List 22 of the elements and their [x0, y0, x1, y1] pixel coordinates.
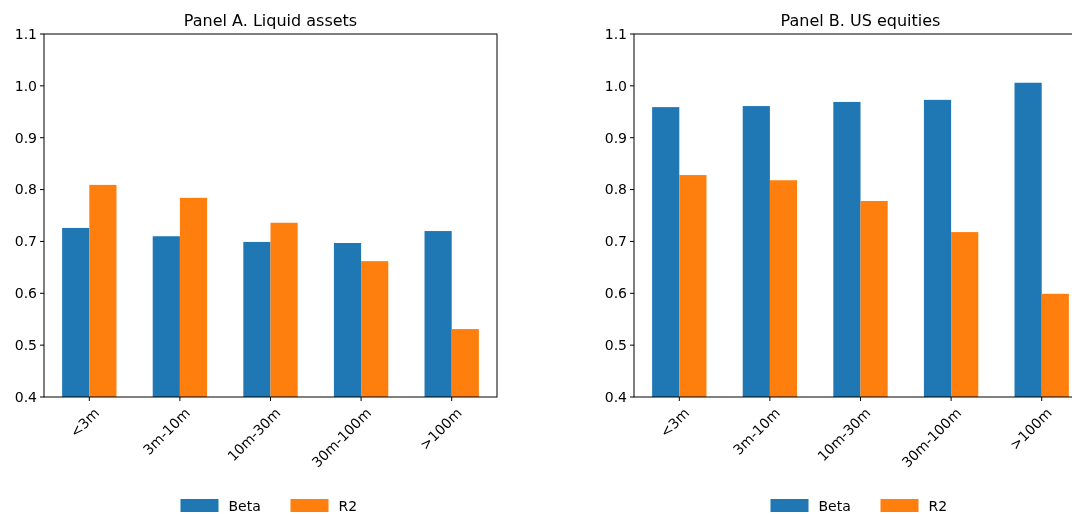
chart-title: Panel B. US equities [780, 11, 941, 30]
legend-label: Beta [818, 497, 851, 514]
y-tick-label: 0.6 [14, 285, 38, 302]
y-tick-label: 0.9 [14, 129, 37, 146]
y-tick-label: 0.5 [14, 337, 37, 354]
y-tick-label: 1.0 [604, 77, 627, 94]
y-tick-label: 0.4 [604, 388, 628, 405]
y-tick-label: 0.6 [604, 285, 628, 302]
y-tick-label: 0.5 [604, 337, 627, 354]
legend-label: R2 [338, 497, 358, 514]
y-tick-label: 0.8 [14, 181, 37, 198]
legend-label: R2 [928, 497, 948, 514]
chart-title: Panel A. Liquid assets [183, 11, 358, 30]
y-tick-label: 1.1 [604, 25, 627, 42]
y-tick-label: 0.8 [604, 181, 627, 198]
y-tick-label: 1.0 [14, 77, 37, 94]
legend-label: Beta [228, 497, 261, 514]
y-tick-label: 1.1 [14, 25, 37, 42]
y-tick-label: 0.4 [14, 388, 38, 405]
y-tick-label: 0.7 [14, 233, 37, 250]
y-tick-label: 0.7 [604, 233, 627, 250]
y-tick-label: 0.9 [604, 129, 627, 146]
